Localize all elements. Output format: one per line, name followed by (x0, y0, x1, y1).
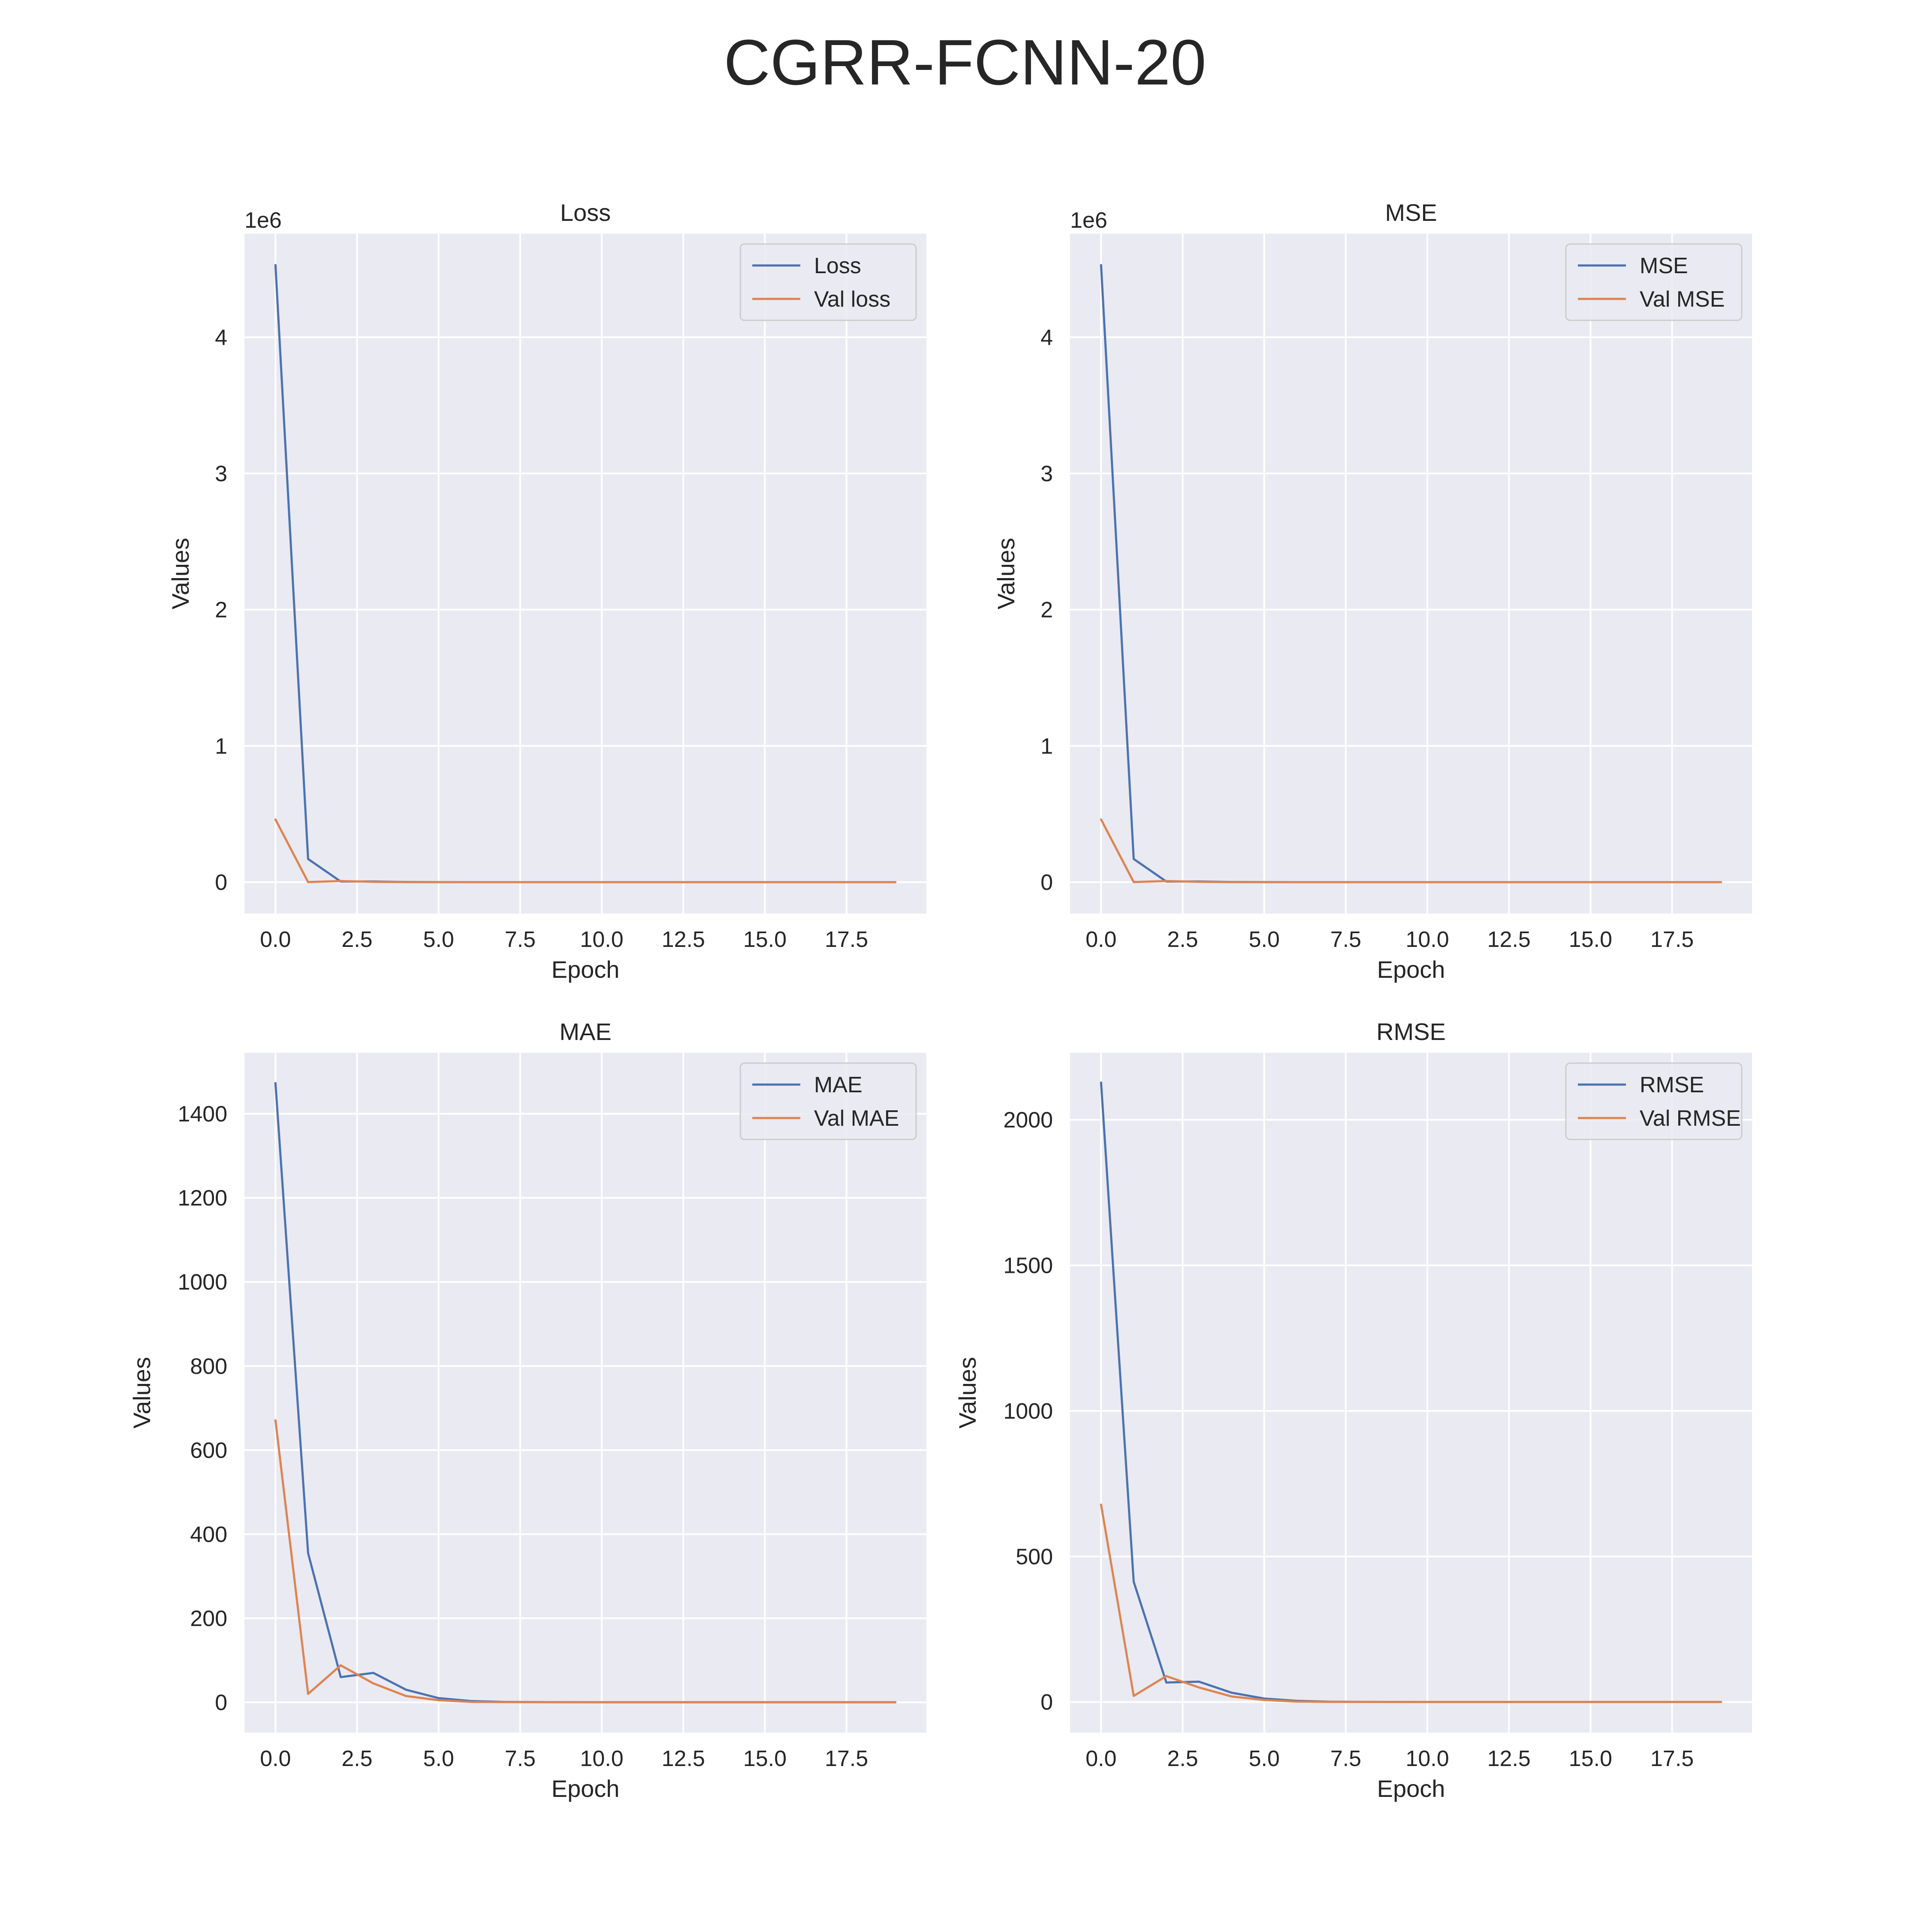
x-tick-label: 2.5 (1167, 1746, 1198, 1771)
y-tick-label: 0 (215, 1690, 227, 1715)
subplot-title: MSE (1385, 199, 1437, 226)
y-axis-label: Values (992, 538, 1019, 609)
x-tick-label: 5.0 (1249, 1746, 1280, 1771)
legend-entry: Val MAE (814, 1106, 899, 1131)
y-tick-label: 1500 (1003, 1254, 1053, 1278)
x-tick-label: 12.5 (1487, 1746, 1531, 1771)
y-tick-label: 200 (190, 1606, 227, 1631)
legend-entry: Val MSE (1640, 287, 1725, 312)
x-tick-label: 2.5 (341, 927, 372, 952)
subplot-title: MAE (559, 1018, 611, 1045)
y-tick-label: 0 (215, 870, 227, 895)
x-tick-label: 10.0 (1405, 927, 1449, 952)
y-tick-label: 2000 (1003, 1108, 1053, 1133)
x-tick-label: 0.0 (1086, 1746, 1116, 1771)
x-tick-label: 0.0 (260, 927, 291, 952)
y-tick-label: 500 (1016, 1544, 1053, 1569)
subplot-mae: 0.0 2.5 5.0 7.5 10.0 12.5 15.0 17.5 0 200 400 600 80… (128, 1018, 926, 1802)
y-tick-label: 400 (190, 1522, 227, 1547)
y-tick-label: 2 (215, 598, 227, 623)
x-tick-label: 15.0 (743, 927, 787, 952)
x-tick-label: 7.5 (1330, 927, 1361, 952)
x-tick-label: 7.5 (505, 927, 536, 952)
y-tick-label: 0 (1040, 1690, 1053, 1715)
x-axis-label: Epoch (552, 1775, 620, 1802)
x-tick-label: 10.0 (580, 927, 623, 952)
legend-entry: Val loss (814, 287, 890, 312)
x-tick-label: 17.5 (825, 1746, 868, 1771)
x-tick-label: 7.5 (1330, 1746, 1361, 1771)
y-tick-label: 1000 (1003, 1399, 1053, 1424)
y-tick-label: 1000 (178, 1270, 227, 1295)
x-tick-label: 0.0 (260, 1746, 291, 1771)
y-axis-label: Values (167, 538, 194, 609)
x-tick-label: 10.0 (580, 1746, 623, 1771)
y-tick-label: 600 (190, 1438, 227, 1463)
x-tick-label: 15.0 (1569, 927, 1612, 952)
x-tick-label: 2.5 (341, 1746, 372, 1771)
y-tick-label: 0 (1040, 870, 1053, 895)
subplot-title: Loss (560, 199, 611, 226)
legend-entry: RMSE (1640, 1073, 1704, 1097)
legend-entry: MSE (1640, 253, 1688, 278)
x-tick-label: 5.0 (1249, 927, 1280, 952)
subplot-rmse: 0.0 2.5 5.0 7.5 10.0 12.5 15.0 17.5 0 500 1000 1500… (954, 1018, 1752, 1802)
plot-area (244, 234, 926, 913)
x-tick-label: 5.0 (423, 1746, 454, 1771)
y-tick-label: 1200 (178, 1186, 227, 1211)
legend: MAE Val MAE (740, 1063, 916, 1139)
x-tick-label: 15.0 (1569, 1746, 1612, 1771)
plot-area (1070, 234, 1752, 913)
y-tick-label: 3 (1040, 461, 1053, 486)
subplot-mse: 0.0 2.5 5.0 7.5 10.0 12.5 15.0 17.5 0 1 2 3 4 1e6 MSE E… (992, 199, 1752, 983)
figure-title: CGRR-FCNN-20 (0, 24, 1930, 101)
x-tick-label: 2.5 (1167, 927, 1198, 952)
legend: RMSE Val RMSE (1566, 1063, 1742, 1139)
legend-entry: Val RMSE (1640, 1106, 1741, 1131)
legend: MSE Val MSE (1566, 244, 1742, 320)
y-axis-label: Values (954, 1357, 981, 1429)
y-tick-label: 3 (215, 461, 227, 486)
x-tick-label: 12.5 (1487, 927, 1531, 952)
axis-offset-text: 1e6 (244, 208, 282, 233)
x-tick-label: 12.5 (662, 927, 705, 952)
y-tick-label: 1 (215, 734, 227, 759)
legend-entry: MAE (814, 1073, 862, 1097)
legend: Loss Val loss (740, 244, 916, 320)
x-tick-label: 10.0 (1405, 1746, 1449, 1771)
y-tick-label: 2 (1040, 598, 1053, 623)
x-tick-label: 12.5 (662, 1746, 705, 1771)
plot-area (244, 1053, 926, 1733)
x-tick-label: 17.5 (1650, 927, 1694, 952)
subplot-title: RMSE (1376, 1018, 1446, 1045)
y-axis-label: Values (128, 1357, 155, 1429)
x-axis-label: Epoch (1377, 956, 1445, 983)
legend-entry: Loss (814, 253, 861, 278)
x-axis-label: Epoch (1377, 1775, 1445, 1802)
x-tick-label: 7.5 (505, 1746, 536, 1771)
plot-area (1070, 1053, 1752, 1733)
x-tick-label: 15.0 (743, 1746, 787, 1771)
x-tick-label: 17.5 (1650, 1746, 1694, 1771)
axis-offset-text: 1e6 (1070, 208, 1107, 233)
subplot-loss: 0.0 2.5 5.0 7.5 10.0 12.5 15.0 17.5 0 1 2 3 4 1e6 Loss… (167, 199, 926, 983)
y-tick-label: 1 (1040, 734, 1053, 759)
y-tick-label: 1400 (178, 1102, 227, 1127)
x-tick-label: 17.5 (825, 927, 868, 952)
x-axis-label: Epoch (552, 956, 620, 983)
y-tick-label: 4 (1040, 325, 1053, 350)
y-tick-label: 4 (215, 325, 227, 350)
x-tick-label: 0.0 (1086, 927, 1116, 952)
x-tick-label: 5.0 (423, 927, 454, 952)
y-tick-label: 800 (190, 1354, 227, 1379)
